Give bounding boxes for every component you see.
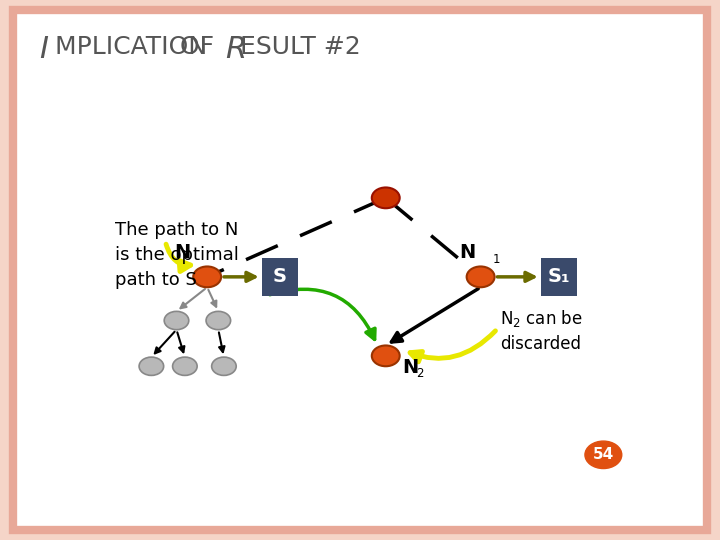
Circle shape	[212, 357, 236, 375]
Text: R: R	[225, 35, 247, 64]
Circle shape	[173, 357, 197, 375]
Text: N: N	[402, 358, 419, 377]
Circle shape	[139, 357, 163, 375]
Text: $_1$: $_1$	[492, 248, 500, 266]
Text: S₁: S₁	[547, 267, 570, 286]
Text: N$_2$ can be
discarded: N$_2$ can be discarded	[500, 308, 583, 353]
Text: The path to N
is the optimal
path to S: The path to N is the optimal path to S	[115, 221, 239, 289]
Circle shape	[467, 266, 495, 287]
Text: OF: OF	[180, 35, 222, 59]
Circle shape	[372, 187, 400, 208]
Circle shape	[206, 312, 230, 329]
Circle shape	[193, 266, 221, 287]
Circle shape	[372, 346, 400, 366]
FancyBboxPatch shape	[541, 258, 577, 295]
Text: N: N	[459, 244, 475, 262]
Circle shape	[585, 441, 622, 469]
Text: I: I	[40, 35, 49, 64]
FancyBboxPatch shape	[261, 258, 298, 295]
Text: 54: 54	[593, 447, 614, 462]
Text: N: N	[174, 244, 190, 262]
Text: S: S	[273, 267, 287, 286]
Text: MPLICATION: MPLICATION	[55, 35, 215, 59]
Text: ESULT #2: ESULT #2	[240, 35, 361, 59]
Circle shape	[164, 312, 189, 329]
Text: $_2$: $_2$	[416, 362, 425, 380]
